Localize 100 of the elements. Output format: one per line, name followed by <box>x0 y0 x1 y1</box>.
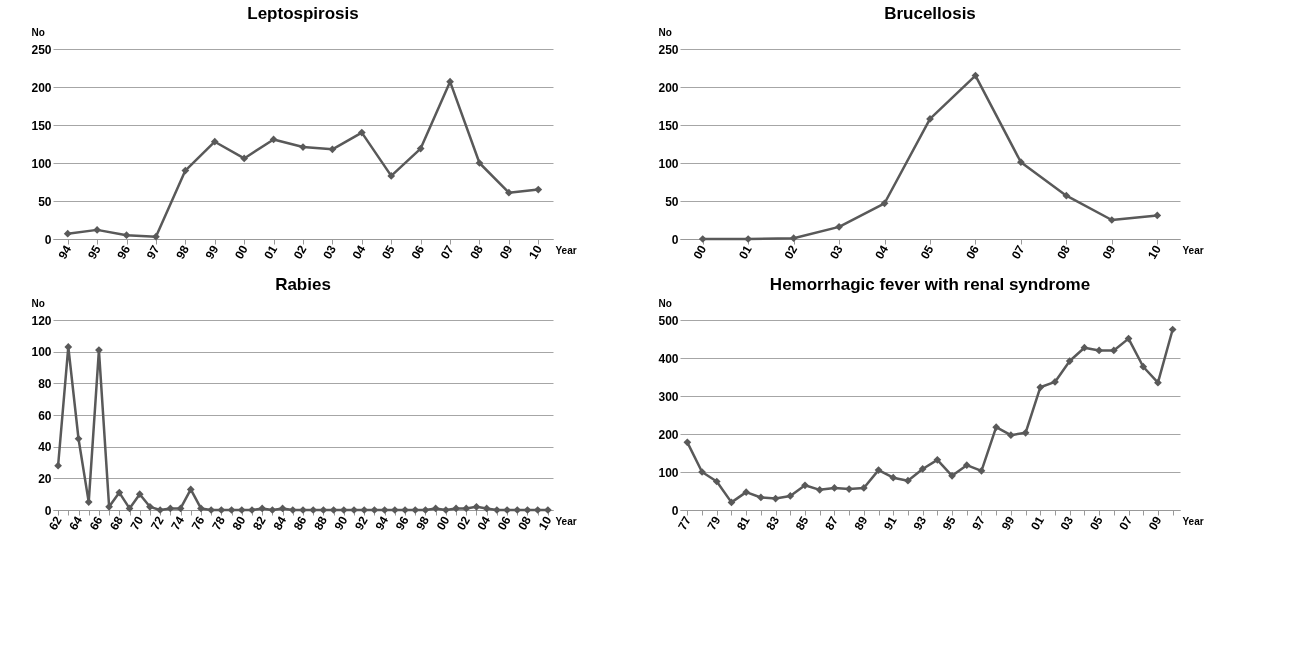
x-tick-label: 06 <box>963 242 983 262</box>
x-tick-label: 89 <box>851 513 871 533</box>
y-tick-label: 250 <box>658 42 679 57</box>
x-tick-label: 08 <box>1054 242 1074 262</box>
y-tick-label: 500 <box>658 313 679 328</box>
x-tick-label: 09 <box>1099 242 1119 262</box>
point <box>387 172 396 180</box>
point <box>357 128 366 137</box>
y-tick-label: 400 <box>658 351 679 366</box>
x-tick-label: 97 <box>143 242 163 262</box>
point <box>122 231 131 240</box>
y-axis-title: No <box>31 26 45 38</box>
y-tick-label: 150 <box>31 118 52 133</box>
y-tick-label: 0 <box>671 232 679 247</box>
x-axis-title: Year <box>555 515 577 527</box>
x-tick-label: 94 <box>55 242 75 262</box>
chart-title: Brucellosis <box>884 4 976 23</box>
point <box>698 235 707 243</box>
point <box>95 346 103 354</box>
x-tick-label: 07 <box>1008 242 1028 262</box>
x-tick-label: 01 <box>735 242 755 262</box>
point <box>441 506 450 514</box>
x-tick-label: 81 <box>733 513 753 533</box>
point <box>475 159 484 167</box>
y-axis-title: No <box>658 297 672 309</box>
y-tick-label: 120 <box>31 313 52 328</box>
y-tick-label: 100 <box>31 345 52 360</box>
point <box>93 226 101 234</box>
x-axis-title: Year <box>555 244 577 256</box>
point <box>874 466 883 474</box>
point <box>904 476 912 485</box>
point <box>74 434 83 443</box>
y-tick-label: 50 <box>38 194 52 209</box>
point <box>268 506 277 514</box>
x-tick-label: 00 <box>690 242 710 262</box>
point <box>186 485 195 494</box>
point <box>1107 216 1116 224</box>
point <box>889 473 898 482</box>
x-axis-title: Year <box>1182 244 1204 256</box>
x-tick-label: 80 <box>229 513 249 533</box>
x-tick-label: 93 <box>910 513 930 533</box>
point <box>712 477 721 486</box>
x-tick-label: 04 <box>349 242 369 262</box>
y-tick-label: 20 <box>38 471 52 486</box>
x-tick-label: 84 <box>270 513 290 533</box>
x-tick-label: 76 <box>188 513 208 533</box>
y-tick-label: 0 <box>671 503 679 518</box>
point <box>416 144 425 153</box>
x-tick-label: 03 <box>826 242 846 262</box>
x-tick-label: 04 <box>872 242 892 262</box>
x-tick-label: 07 <box>437 242 457 262</box>
point <box>176 504 185 513</box>
point <box>971 71 980 80</box>
point <box>948 471 956 480</box>
x-tick-label: 88 <box>311 513 331 533</box>
chart-title: Leptospirosis <box>247 4 359 23</box>
point <box>933 455 942 464</box>
x-tick-label: 09 <box>1145 513 1165 533</box>
point <box>1109 346 1118 355</box>
point <box>166 504 175 513</box>
chart-title: Hemorrhagic fever with renal syndrome <box>769 275 1091 294</box>
x-tick-label: 10 <box>535 513 555 533</box>
point <box>815 485 824 494</box>
point <box>1062 191 1071 200</box>
x-tick-label: 66 <box>86 513 106 533</box>
x-tick-label: 94 <box>372 513 392 533</box>
point <box>505 188 513 197</box>
x-tick-label: 92 <box>351 513 371 533</box>
y-tick-label: 100 <box>658 156 679 171</box>
y-tick-label: 40 <box>38 440 52 455</box>
point <box>918 465 927 473</box>
point <box>135 490 144 499</box>
x-tick-label: 04 <box>474 513 494 533</box>
point <box>1139 362 1148 371</box>
x-tick-label: 70 <box>127 513 147 533</box>
y-axis-title: No <box>658 26 672 38</box>
point <box>240 154 249 163</box>
x-tick-label: 01 <box>261 242 281 262</box>
point <box>757 493 765 502</box>
x-tick-label: 78 <box>209 513 229 533</box>
x-tick-label: 99 <box>202 242 222 262</box>
x-tick-label: 64 <box>66 513 86 533</box>
point <box>421 506 430 514</box>
x-tick-label: 05 <box>917 242 937 262</box>
x-tick-label: 99 <box>998 513 1018 533</box>
point <box>835 222 843 231</box>
x-tick-label: 02 <box>781 242 801 262</box>
point <box>156 506 165 514</box>
y-tick-label: 0 <box>44 503 52 518</box>
point <box>482 504 491 513</box>
y-tick-label: 60 <box>38 408 52 423</box>
x-tick-label: 74 <box>168 513 188 533</box>
x-tick-label: 79 <box>704 513 724 533</box>
x-tick-label: 96 <box>114 242 134 262</box>
x-tick-label: 91 <box>880 513 900 533</box>
point <box>845 485 853 493</box>
point <box>210 137 219 146</box>
x-axis-title: Year <box>1182 515 1204 527</box>
point <box>1036 383 1045 392</box>
x-tick-label: 03 <box>320 242 340 262</box>
